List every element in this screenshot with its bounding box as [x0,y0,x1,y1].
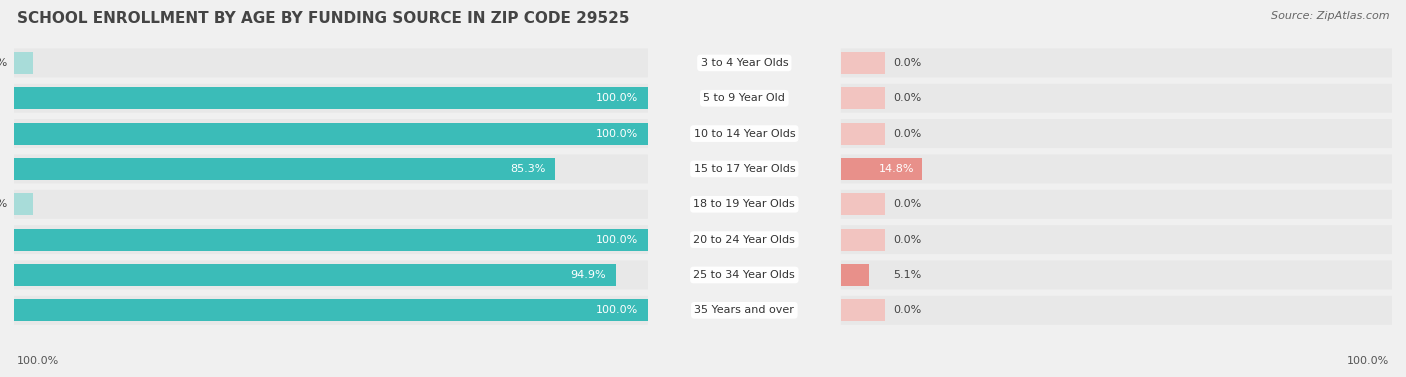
FancyBboxPatch shape [14,296,648,325]
Bar [14,229,648,251]
FancyBboxPatch shape [14,155,648,184]
Text: 0.0%: 0.0% [893,234,921,245]
Bar [14,299,648,321]
Bar [14,123,648,144]
Bar [14,158,555,180]
Text: 0.0%: 0.0% [893,199,921,209]
Bar [841,158,922,180]
Text: 25 to 34 Year Olds: 25 to 34 Year Olds [693,270,796,280]
Text: 100.0%: 100.0% [596,234,638,245]
Bar [841,52,884,74]
Text: 100.0%: 100.0% [17,356,59,366]
Bar [14,52,34,74]
Text: 5 to 9 Year Old: 5 to 9 Year Old [703,93,786,103]
FancyBboxPatch shape [841,261,1392,290]
Text: 100.0%: 100.0% [596,129,638,139]
Text: 0.0%: 0.0% [893,93,921,103]
Text: Source: ZipAtlas.com: Source: ZipAtlas.com [1271,11,1389,21]
Text: SCHOOL ENROLLMENT BY AGE BY FUNDING SOURCE IN ZIP CODE 29525: SCHOOL ENROLLMENT BY AGE BY FUNDING SOUR… [17,11,630,26]
FancyBboxPatch shape [841,296,1392,325]
Bar [14,193,34,215]
FancyBboxPatch shape [841,48,1392,77]
Text: 35 Years and over: 35 Years and over [695,305,794,315]
FancyBboxPatch shape [14,119,648,148]
Text: 0.0%: 0.0% [0,199,7,209]
FancyBboxPatch shape [841,84,1392,113]
Bar [841,229,884,251]
Text: 18 to 19 Year Olds: 18 to 19 Year Olds [693,199,796,209]
FancyBboxPatch shape [14,261,648,290]
Bar [841,299,884,321]
FancyBboxPatch shape [841,190,1392,219]
Text: 5.1%: 5.1% [893,270,921,280]
FancyBboxPatch shape [841,225,1392,254]
FancyBboxPatch shape [14,225,648,254]
Bar [841,264,869,286]
FancyBboxPatch shape [841,119,1392,148]
FancyBboxPatch shape [14,84,648,113]
Text: 0.0%: 0.0% [893,58,921,68]
Bar [14,87,648,109]
Text: 85.3%: 85.3% [510,164,546,174]
Text: 0.0%: 0.0% [0,58,7,68]
Bar [841,123,884,144]
Text: 0.0%: 0.0% [893,305,921,315]
Text: 100.0%: 100.0% [596,305,638,315]
Bar [841,87,884,109]
Bar [14,264,616,286]
Text: 94.9%: 94.9% [571,270,606,280]
FancyBboxPatch shape [841,155,1392,184]
Text: 10 to 14 Year Olds: 10 to 14 Year Olds [693,129,796,139]
Text: 100.0%: 100.0% [1347,356,1389,366]
Bar [841,193,884,215]
Text: 100.0%: 100.0% [596,93,638,103]
Text: 0.0%: 0.0% [893,129,921,139]
FancyBboxPatch shape [14,48,648,77]
Text: 15 to 17 Year Olds: 15 to 17 Year Olds [693,164,796,174]
FancyBboxPatch shape [14,190,648,219]
Text: 3 to 4 Year Olds: 3 to 4 Year Olds [700,58,789,68]
Text: 20 to 24 Year Olds: 20 to 24 Year Olds [693,234,796,245]
Text: 14.8%: 14.8% [879,164,914,174]
